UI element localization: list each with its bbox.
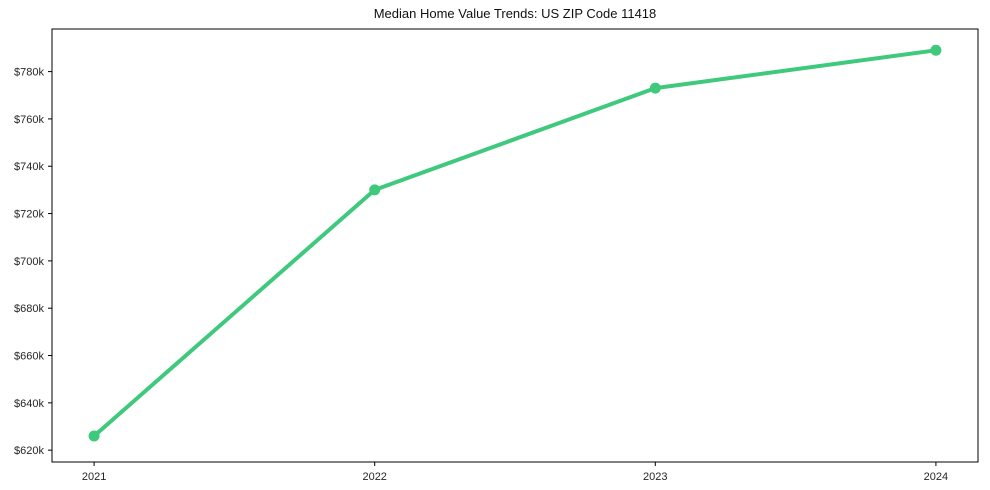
y-tick-label: $620k bbox=[14, 445, 44, 457]
data-point-marker bbox=[930, 44, 942, 56]
data-point-marker bbox=[88, 430, 100, 442]
x-tick-label: 2024 bbox=[924, 471, 948, 483]
plot-area: $620k $640k $660k $680k $700k $720k $740k $760k… bbox=[14, 28, 979, 483]
y-tick-label: $780k bbox=[14, 67, 44, 79]
y-tick-label: $680k bbox=[14, 303, 44, 315]
trend-line bbox=[92, 48, 938, 438]
chart-title: Median Home Value Trends: US ZIP Code 11… bbox=[374, 6, 657, 21]
x-tick-label: 2021 bbox=[82, 471, 106, 483]
plot-border bbox=[51, 28, 979, 463]
x-tick-label: 2022 bbox=[362, 471, 386, 483]
y-tick-label: $720k bbox=[14, 209, 44, 221]
y-tick-label: $700k bbox=[14, 256, 44, 268]
y-tick-label: $660k bbox=[14, 351, 44, 363]
x-tick-label: 2023 bbox=[643, 471, 667, 483]
data-point-marker bbox=[369, 184, 381, 196]
y-tick-label: $640k bbox=[14, 398, 44, 410]
y-tick-label: $740k bbox=[14, 161, 44, 173]
data-point-marker bbox=[649, 82, 661, 94]
y-tick-label: $760k bbox=[14, 114, 44, 126]
